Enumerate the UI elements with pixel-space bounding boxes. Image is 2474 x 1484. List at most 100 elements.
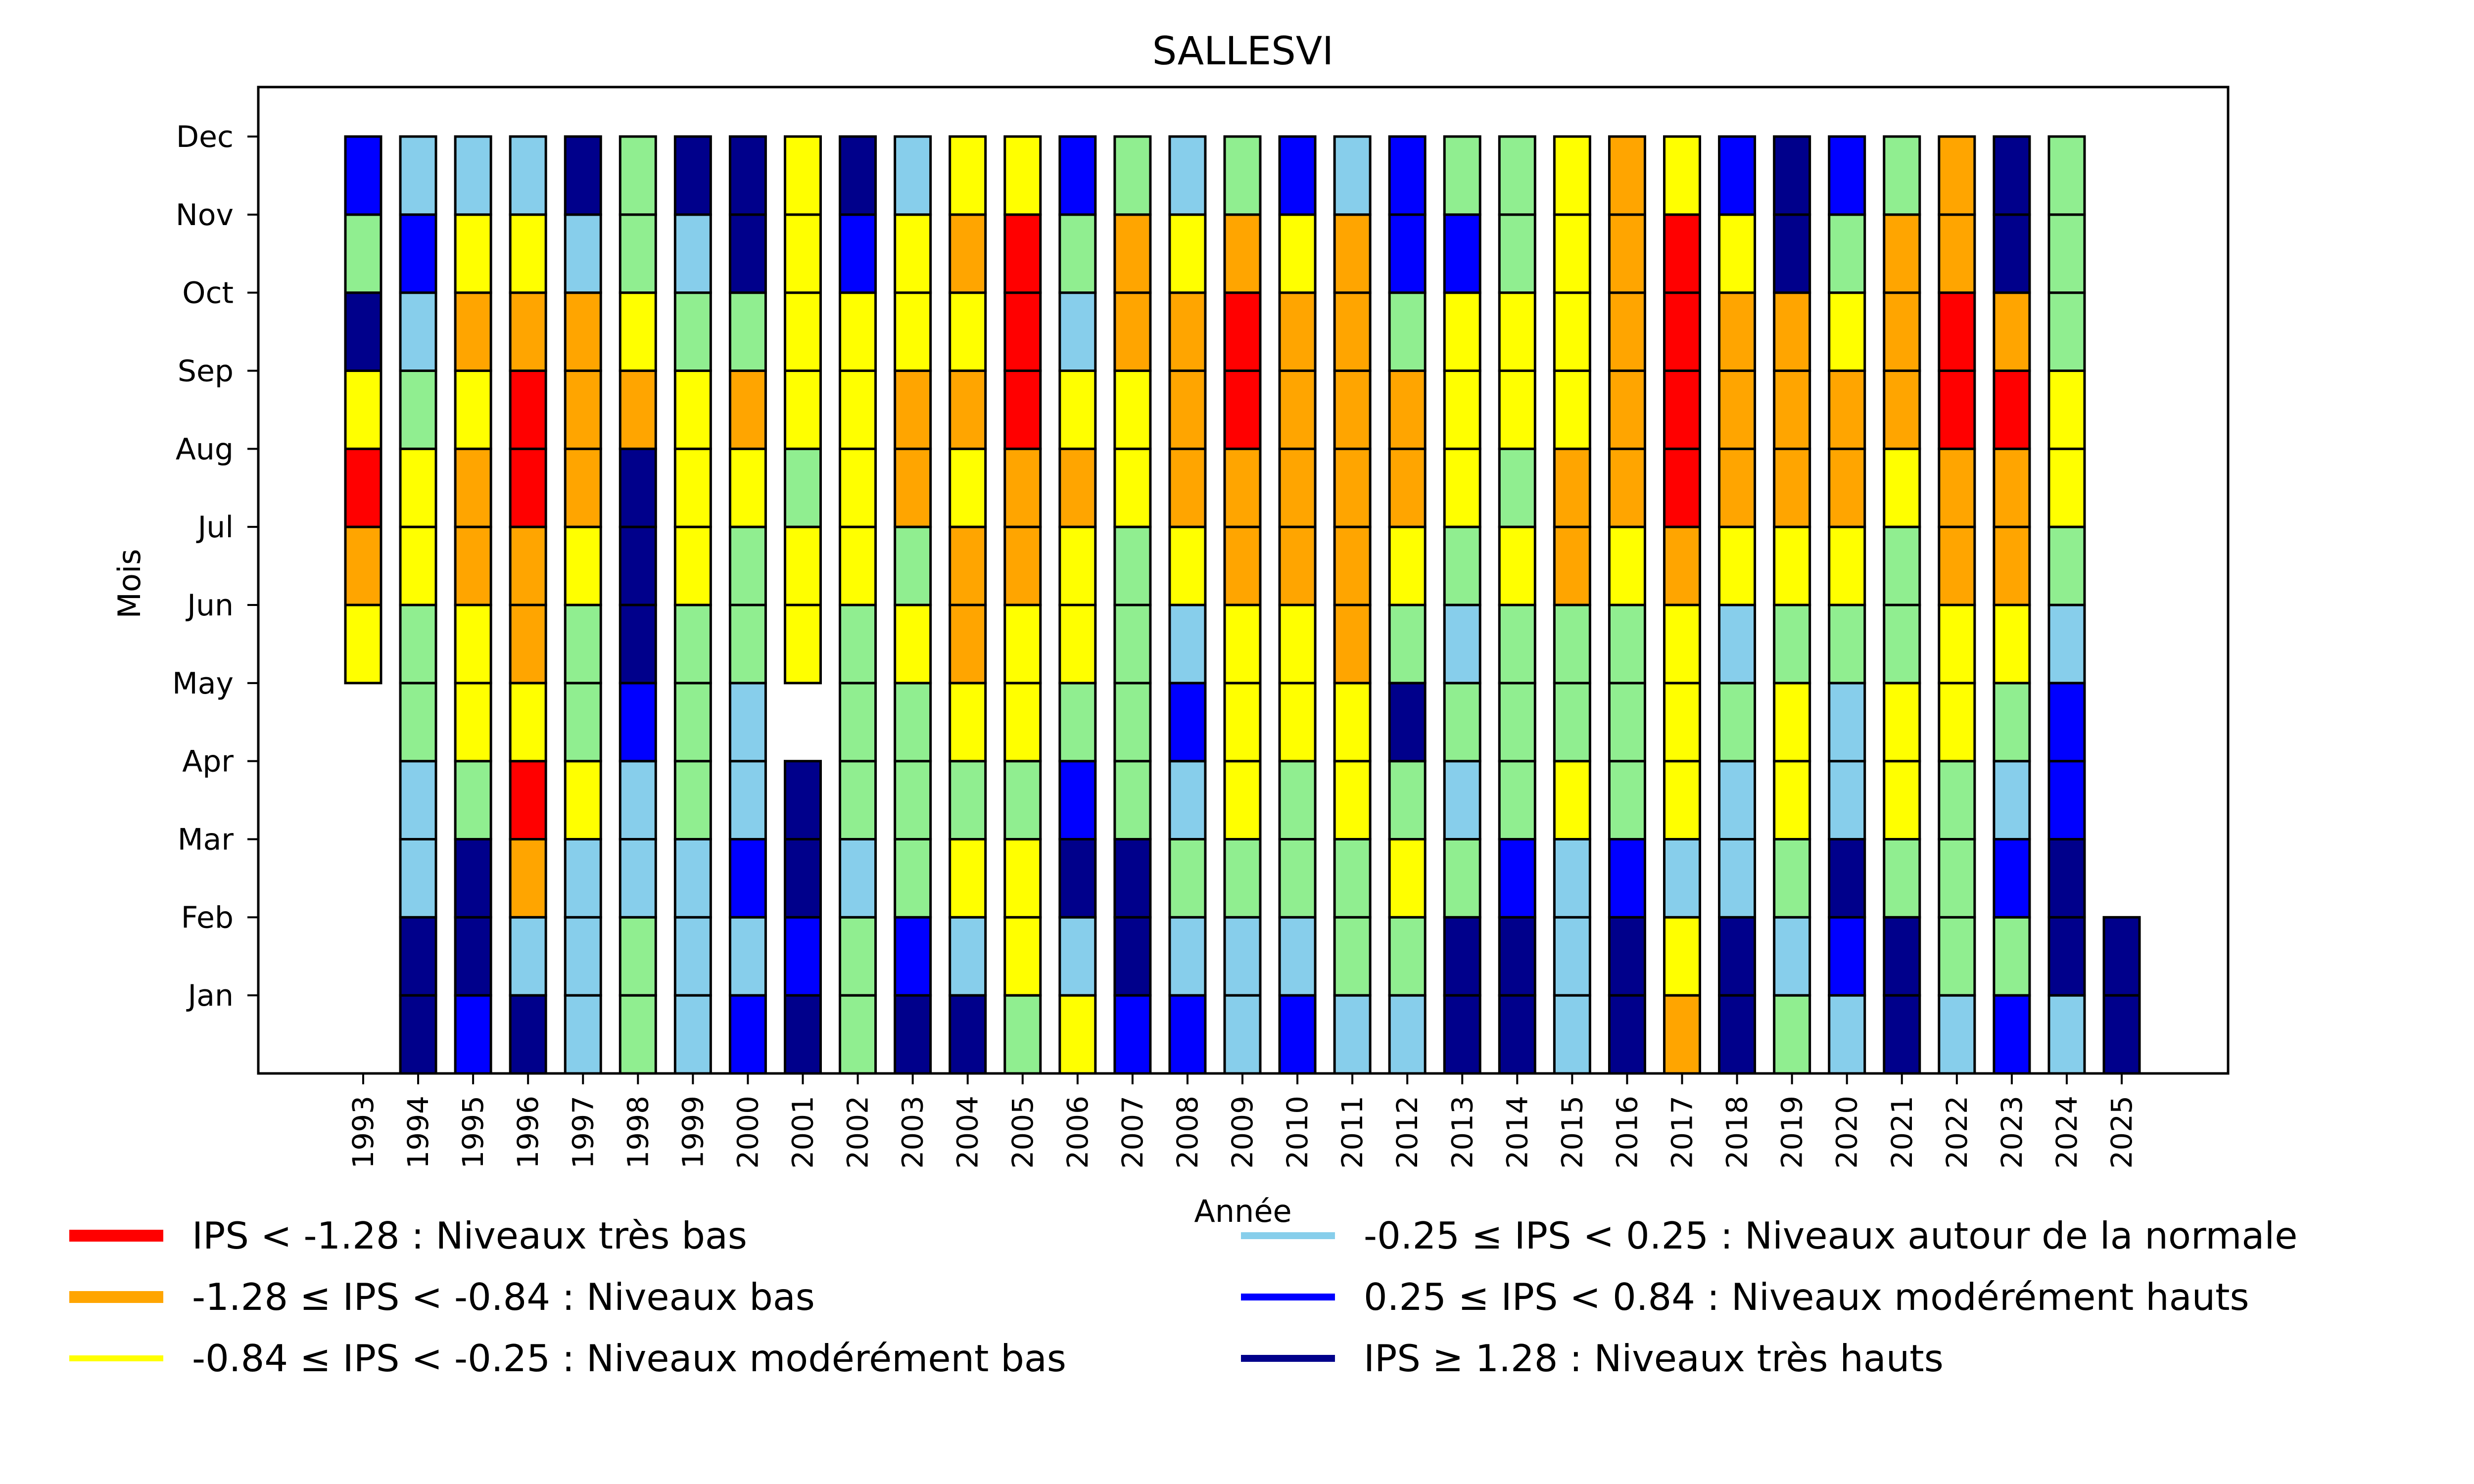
cell-2014-oct [1498,291,1536,372]
cell-1996-mar [509,838,547,919]
cell-1994-nov [399,213,437,294]
cell-1998-jan [618,994,657,1075]
cell-2019-sep [1773,370,1811,450]
cell-2022-jul [1938,525,1976,606]
legend-label: IPS < -1.28 : Niveaux très bas [192,1214,747,1257]
cell-1997-dec [564,135,602,216]
cell-2003-jun [894,603,932,685]
cell-2019-feb [1773,916,1811,997]
cell-2018-apr [1718,760,1757,840]
cell-2011-oct [1333,291,1372,372]
cell-2019-jun [1773,603,1811,685]
cell-2011-jul [1333,525,1372,606]
cell-2022-aug [1938,447,1976,528]
cell-2004-feb [949,916,987,997]
cell-2006-jul [1058,525,1097,606]
cell-1996-aug [509,447,547,528]
cell-2016-may [1608,682,1646,763]
cell-2022-apr [1938,760,1976,840]
cell-2007-apr [1113,760,1152,840]
cell-2010-oct [1278,291,1317,372]
cell-2007-may [1113,682,1152,763]
cell-1995-jul [454,525,492,606]
cell-1994-sep [399,370,437,450]
cell-1995-mar [454,838,492,919]
cell-2001-mar [784,838,822,919]
cell-2019-jul [1773,525,1811,606]
cell-2020-apr [1828,760,1866,840]
cell-1998-apr [618,760,657,840]
cell-2016-apr [1608,760,1646,840]
cell-1999-dec [673,135,712,216]
cell-2005-jan [1003,994,1042,1075]
cell-2020-may [1828,682,1866,763]
cell-1994-jan [399,994,437,1075]
cell-2005-mar [1003,838,1042,919]
cell-1997-aug [564,447,602,528]
cell-2004-mar [949,838,987,919]
cell-2000-feb [728,916,767,997]
cell-2008-aug [1168,447,1207,528]
x-tick-label: 2014 [1500,1096,1534,1169]
cell-2000-aug [728,447,767,528]
cell-1995-oct [454,291,492,372]
legend-swatch-red [69,1230,163,1242]
y-tick-label: Jul [196,510,234,545]
cell-1996-apr [509,760,547,840]
x-axis: 1993 1994 1995 1996 1997 1998 1999 2000 2001 2002… [346,1073,2139,1169]
cell-2005-jun [1003,603,1042,685]
legend-swatch-navy [1241,1355,1335,1362]
cell-2021-sep [1883,370,1921,450]
x-tick-label: 2000 [731,1096,764,1169]
legend-label: -0.84 ≤ IPS < -0.25 : Niveaux modérément… [192,1337,1066,1380]
cell-2005-nov [1003,213,1042,294]
legend-label: -1.28 ≤ IPS < -0.84 : Niveaux bas [192,1275,815,1319]
x-tick-label: 1996 [511,1096,545,1169]
cell-2022-mar [1938,838,1976,919]
cell-2007-dec [1113,135,1152,216]
cell-2008-jun [1168,603,1207,685]
cell-1995-jan [454,994,492,1075]
cell-2002-dec [839,135,877,216]
cell-2010-mar [1278,838,1317,919]
cell-2012-dec [1388,135,1427,216]
cell-2017-feb [1663,916,1701,997]
cell-1999-sep [673,370,712,450]
cell-2003-oct [894,291,932,372]
cell-2019-oct [1773,291,1811,372]
cell-2021-jul [1883,525,1921,606]
cell-2020-jan [1828,994,1866,1075]
legend-label: 0.25 ≤ IPS < 0.84 : Niveaux modérément h… [1364,1275,2249,1319]
cell-2017-nov [1663,213,1701,294]
cell-2013-oct [1443,291,1481,372]
cell-2024-jan [2047,994,2086,1075]
cell-1994-dec [399,135,437,216]
cell-2018-nov [1718,213,1757,294]
cell-2015-oct [1553,291,1591,372]
cell-2011-may [1333,682,1372,763]
cell-2017-jan [1663,994,1701,1075]
cell-1998-mar [618,838,657,919]
cell-2005-may [1003,682,1042,763]
cell-2010-apr [1278,760,1317,840]
cell-2021-mar [1883,838,1921,919]
cell-2013-mar [1443,838,1481,919]
x-tick-label: 2005 [1006,1096,1040,1169]
cell-1996-oct [509,291,547,372]
cell-2012-sep [1388,370,1427,450]
legend-swatch-skyblue [1241,1232,1335,1239]
cell-1999-oct [673,291,712,372]
cell-1998-dec [618,135,657,216]
cell-2004-may [949,682,987,763]
cell-1994-jul [399,525,437,606]
cell-2007-nov [1113,213,1152,294]
cell-2010-feb [1278,916,1317,997]
cell-2003-jul [894,525,932,606]
cell-2000-jul [728,525,767,606]
cell-2019-apr [1773,760,1811,840]
cell-2013-dec [1443,135,1481,216]
cell-2013-jun [1443,603,1481,685]
cell-2002-feb [839,916,877,997]
cell-2016-jun [1608,603,1646,685]
